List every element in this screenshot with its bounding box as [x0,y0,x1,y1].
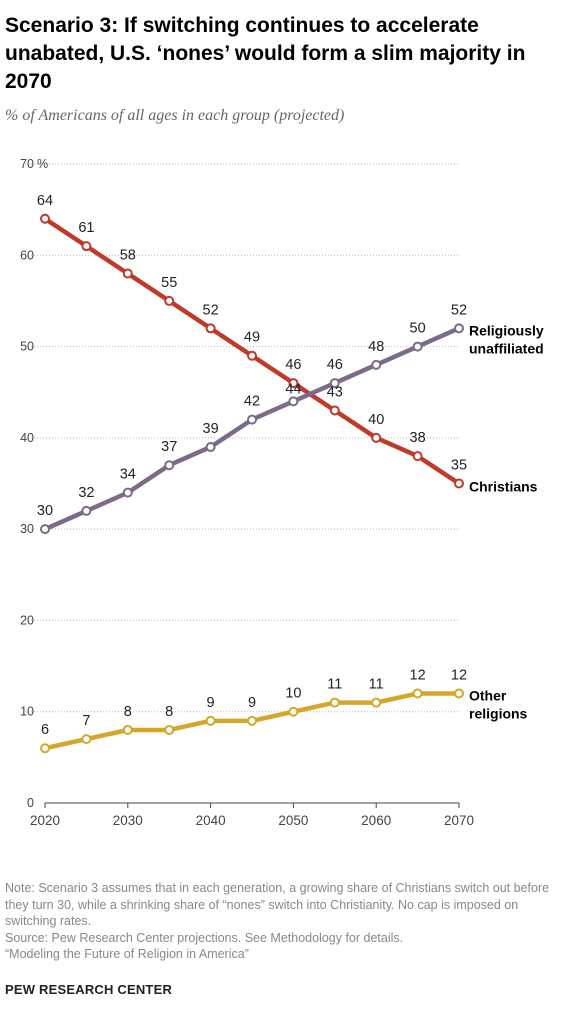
y-tick-label: 70 [20,157,34,171]
data-label: 12 [410,667,426,683]
x-tick-label: 2020 [30,813,60,828]
data-point [40,524,50,535]
series-label: religions [469,705,528,721]
y-tick-label: 40 [20,431,34,445]
data-label: 42 [244,394,260,410]
data-point [122,487,133,498]
series-lines [42,216,462,751]
data-label: 58 [120,248,136,264]
data-point [454,323,464,334]
data-label: 10 [285,686,301,702]
data-label: 38 [410,430,426,446]
y-tick-label: 60 [20,248,34,262]
data-label: 12 [451,667,467,683]
data-label: 6 [41,722,49,738]
chart-subtitle: % of Americans of all ages in each group… [5,107,345,124]
data-point [205,715,216,726]
data-point [329,405,340,416]
data-label: 55 [161,275,177,291]
data-label: 32 [78,485,94,501]
data-label: 34 [120,467,136,483]
data-point [329,697,340,708]
y-unit-label: % [37,157,48,171]
data-point [329,378,340,389]
data-point [288,706,299,717]
data-point [164,724,175,735]
source-text: Source: Pew Research Center projections.… [5,930,404,945]
footnotes: Note: Scenario 3 assumes that in each ge… [5,880,570,963]
data-point [288,378,299,389]
data-point [247,414,257,425]
data-label: 39 [203,421,219,437]
data-point [40,213,50,224]
data-points [40,213,464,754]
data-point [412,451,423,462]
series-label: Other [469,687,507,703]
data-label: 46 [327,357,343,373]
data-label: 8 [124,704,132,720]
x-tick-label: 2070 [444,813,474,828]
y-tick-label: 30 [20,522,34,536]
data-point [205,441,216,452]
data-point [247,715,257,726]
data-point [247,350,257,361]
y-tick-label: 50 [20,340,34,354]
data-point [371,432,382,443]
data-label: 50 [410,321,426,337]
data-point [81,241,92,252]
data-label: 40 [368,412,384,428]
data-label: 9 [248,695,256,711]
data-label: 30 [37,503,53,519]
data-point [454,688,464,699]
data-point [205,323,216,334]
data-label: 46 [285,357,301,373]
data-label: 7 [82,713,90,729]
data-point [122,724,133,735]
data-label: 9 [207,695,215,711]
data-point [454,478,464,489]
data-label: 48 [368,339,384,355]
data-label: 61 [78,220,94,236]
data-point [371,359,382,370]
data-point [371,697,382,708]
y-tick-label: 20 [20,613,34,627]
data-label: 49 [244,330,260,346]
x-tick-label: 2040 [196,813,226,828]
data-label: 52 [203,302,219,318]
y-tick-label: 0 [27,796,34,810]
data-label: 52 [451,302,467,318]
data-point [81,734,92,745]
data-label: 8 [165,704,173,720]
data-label: 44 [285,381,301,397]
data-label: 43 [327,384,343,400]
series-label: Christians [469,479,538,495]
data-label: 35 [451,458,467,474]
series-label: unaffiliated [469,340,544,356]
data-point [288,396,299,407]
data-point [164,295,175,306]
chart-title: Scenario 3: If switching continues to ac… [5,14,526,93]
x-tick-label: 2030 [113,813,143,828]
data-point [164,460,175,471]
note-text: Note: Scenario 3 assumes that in each ge… [5,881,550,928]
data-point [81,505,92,516]
data-point [40,743,50,754]
data-point [122,268,133,279]
data-label: 11 [369,677,384,693]
data-label: 37 [161,439,177,455]
series-label: Religiously [469,322,544,338]
data-point [412,688,423,699]
x-tick-label: 2050 [278,813,308,828]
data-label: 11 [327,677,342,693]
y-tick-label: 10 [20,705,34,719]
data-point [412,341,423,352]
brand-logo-text: PEW RESEARCH CENTER [5,982,173,997]
data-label: 64 [37,193,53,209]
report-title: “Modeling the Future of Religion in Amer… [5,947,249,961]
x-tick-label: 2060 [361,813,391,828]
